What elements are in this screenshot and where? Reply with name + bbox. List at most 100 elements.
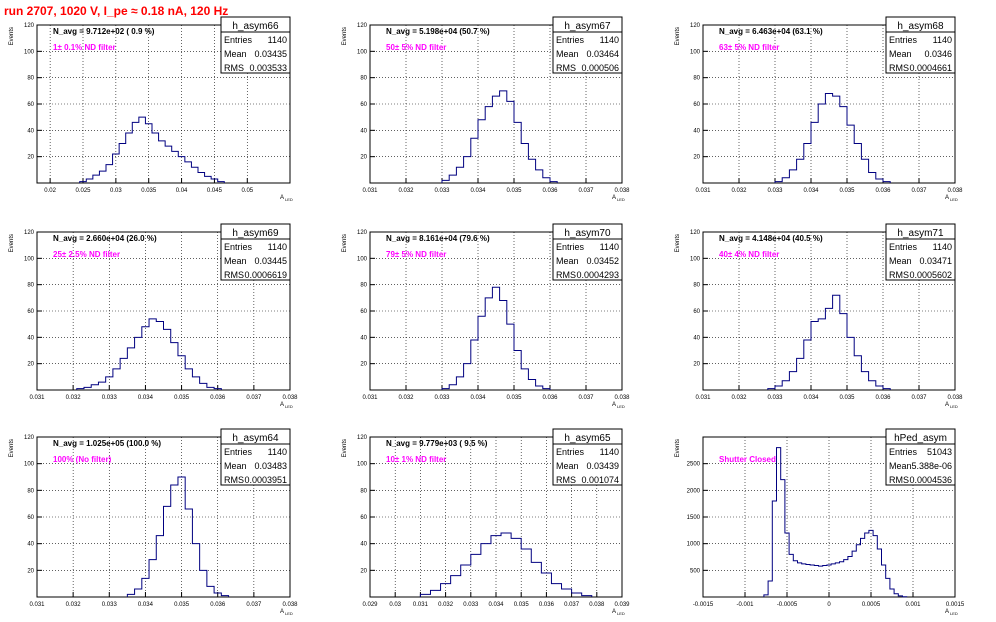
histogram-panel: -0.0015 -0.001 -0.0005 0 0.0005 0.001 0.0015 50…	[675, 428, 965, 616]
x-tick-label: 0.036	[210, 602, 226, 608]
x-tick-label: 0.034	[803, 188, 819, 194]
x-tick-label: 0.033	[463, 602, 479, 608]
y-tick-label: 40	[693, 335, 700, 341]
x-tick-label: 0.033	[102, 602, 118, 608]
stats-label: Entries	[556, 447, 585, 457]
x-axis-subscript: LED	[950, 197, 958, 202]
x-tick-label: 0.038	[282, 395, 298, 401]
stats-label: Mean	[889, 256, 912, 266]
stats-label: RMS	[889, 63, 909, 73]
x-tick-label: 0.035	[506, 188, 522, 194]
histogram-panel: 0.029 0.03 0.031 0.032 0.033 0.034 0.035 0.036 0…	[342, 428, 630, 616]
y-axis-label: Events	[9, 27, 15, 45]
y-tick-label: 40	[360, 128, 367, 134]
x-tick-label: 0.031	[362, 188, 378, 194]
x-tick-label: 0.034	[138, 602, 154, 608]
x-tick-label: -0.0005	[777, 602, 798, 608]
x-tick-label: 0.032	[398, 395, 414, 401]
x-tick-label: 0.035	[506, 395, 522, 401]
stats-title: h_asym68	[897, 21, 944, 32]
stats-label: RMS	[224, 270, 244, 280]
stats-title: h_asym71	[897, 228, 944, 239]
stats-value: 1140	[600, 35, 619, 45]
y-axis-label: Events	[675, 234, 681, 252]
x-axis-label: A	[945, 195, 949, 201]
filter-annotation: Shutter Closed	[719, 455, 776, 464]
y-tick-label: 100	[357, 462, 368, 468]
x-tick-label: 0.034	[470, 188, 486, 194]
x-tick-label: 0.03	[389, 602, 401, 608]
stats-box	[220, 428, 291, 486]
stats-title: hPed_asym	[894, 433, 947, 444]
stats-value: 0.0003951	[244, 475, 287, 485]
y-axis-label: Events	[675, 439, 681, 457]
stats-label: RMS	[556, 63, 576, 73]
x-tick-label: -0.001	[736, 602, 754, 608]
y-tick-label: 20	[360, 568, 367, 574]
x-tick-label: 0.034	[470, 395, 486, 401]
navg-label: N_avg = 6.463e+04 (63.1 %)	[719, 27, 823, 36]
x-tick-label: 0.035	[839, 395, 855, 401]
stats-value: 1140	[600, 242, 619, 252]
histogram-line	[441, 90, 558, 183]
y-tick-label: 40	[360, 542, 367, 548]
x-tick-label: 0.037	[578, 188, 594, 194]
y-tick-label: 100	[357, 256, 368, 262]
stats-label: Entries	[224, 242, 253, 252]
y-tick-label: 20	[360, 155, 367, 161]
stats-value: 0.03439	[586, 461, 619, 471]
y-tick-label: 20	[27, 568, 34, 574]
x-axis-label: A	[612, 195, 616, 201]
x-axis-subscript: LED	[617, 404, 625, 409]
histogram-panel: 0.031 0.032 0.033 0.034 0.035 0.036 0.037 0.038…	[675, 223, 963, 409]
stats-label: Entries	[224, 35, 253, 45]
stats-box	[552, 16, 623, 74]
x-tick-label: 0.038	[614, 395, 630, 401]
stats-value: 0.03483	[254, 461, 287, 471]
stats-label: RMS	[556, 475, 576, 485]
y-tick-label: 2000	[687, 488, 701, 494]
y-tick-label: 120	[24, 230, 35, 236]
y-tick-label: 120	[357, 435, 368, 441]
stats-label: RMS	[224, 475, 244, 485]
x-axis-subscript: LED	[285, 404, 293, 409]
filter-annotation: 25± 2.5% ND filter	[53, 250, 120, 259]
navg-label: N_avg = 1.025e+05 (100.0 %)	[53, 439, 161, 448]
x-tick-label: 0.032	[731, 188, 747, 194]
x-tick-label: 0.033	[102, 395, 118, 401]
stats-box	[220, 16, 291, 74]
stats-value: 0.03435	[254, 49, 287, 59]
x-tick-label: 0.031	[29, 602, 45, 608]
y-tick-label: 20	[693, 155, 700, 161]
navg-label: N_avg = 8.161e+04 (79.6 %)	[386, 234, 490, 243]
x-tick-label: 0.0015	[946, 602, 965, 608]
x-tick-label: 0.037	[246, 395, 262, 401]
x-tick-label: 0.034	[488, 602, 504, 608]
x-tick-label: 0.025	[75, 188, 91, 194]
stats-box	[220, 223, 291, 281]
x-tick-label: 0.033	[767, 395, 783, 401]
stats-label: Entries	[556, 242, 585, 252]
x-tick-label: 0.035	[839, 188, 855, 194]
y-tick-label: 40	[693, 128, 700, 134]
x-axis-label: A	[280, 609, 284, 615]
stats-value: 0.03452	[586, 256, 619, 266]
y-tick-label: 20	[27, 362, 34, 368]
x-tick-label: 0.036	[539, 602, 555, 608]
y-tick-label: 120	[357, 230, 368, 236]
y-tick-label: 40	[360, 335, 367, 341]
histogram-line	[763, 447, 908, 598]
histogram-line	[774, 92, 891, 183]
y-tick-label: 100	[690, 256, 701, 262]
y-tick-label: 60	[27, 309, 34, 315]
x-axis-subscript: LED	[950, 404, 958, 409]
x-tick-label: 0.037	[578, 395, 594, 401]
stats-label: Mean	[224, 461, 247, 471]
y-tick-label: 80	[360, 76, 367, 82]
page-title: run 2707, 1020 V, I_pe ≈ 0.18 nA, 120 Hz	[4, 4, 229, 18]
y-tick-label: 80	[360, 488, 367, 494]
stats-box	[885, 428, 956, 486]
y-tick-label: 100	[24, 462, 35, 468]
x-tick-label: 0.034	[803, 395, 819, 401]
stats-box	[552, 428, 623, 486]
